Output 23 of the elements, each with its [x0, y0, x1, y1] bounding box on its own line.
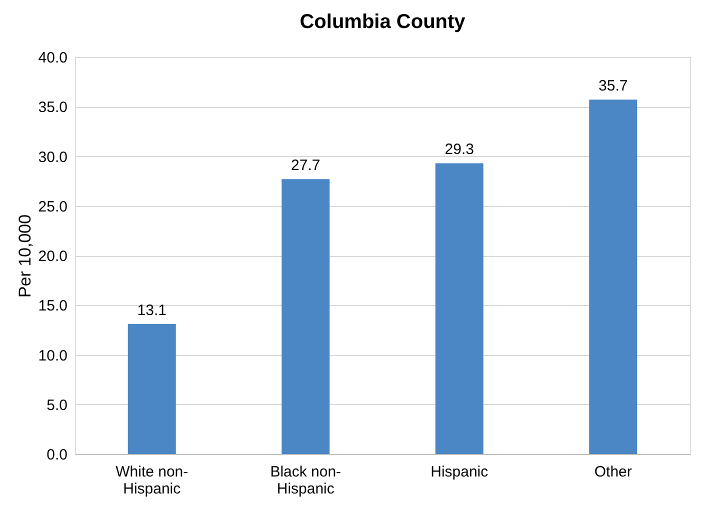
y-tick-label: 0.0 [46, 446, 68, 464]
data-label: 13.1 [137, 302, 166, 319]
x-tick-label: Other [594, 464, 632, 480]
x-tick-label: White non-Hispanic [116, 464, 188, 498]
y-tick-label: 5.0 [46, 396, 68, 414]
x-tick-label: Black non-Hispanic [270, 464, 342, 498]
y-tick-label: 30.0 [38, 148, 68, 166]
data-label: 35.7 [598, 78, 628, 95]
y-tick-label: 20.0 [38, 248, 68, 265]
y-tick-label: 40.0 [38, 50, 68, 66]
y-tick-label: 10.0 [38, 347, 68, 364]
data-label: 29.3 [444, 141, 474, 158]
y-tick-label: 35.0 [38, 99, 68, 116]
x-tick-label: Hispanic [430, 464, 489, 480]
y-tick-label: 15.0 [38, 298, 68, 315]
bar [282, 179, 330, 454]
chart-title: Columbia County [300, 11, 466, 33]
bar [128, 324, 176, 454]
data-label: 27.7 [291, 157, 320, 174]
bar [589, 100, 638, 454]
y-axis-title: Per 10,000 [15, 214, 34, 298]
bar [435, 163, 484, 454]
y-tick-label: 25.0 [38, 198, 68, 216]
